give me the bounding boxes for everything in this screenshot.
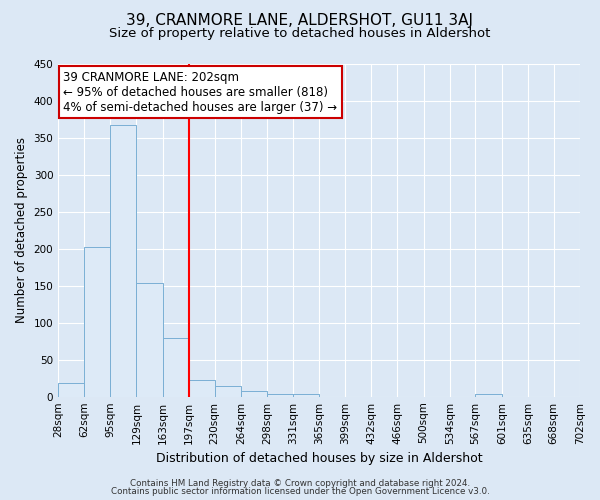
Bar — [136, 283, 163, 397]
Text: Contains HM Land Registry data © Crown copyright and database right 2024.: Contains HM Land Registry data © Crown c… — [130, 478, 470, 488]
Bar — [293, 394, 319, 396]
Bar — [189, 380, 215, 396]
Text: Contains public sector information licensed under the Open Government Licence v3: Contains public sector information licen… — [110, 487, 490, 496]
Bar — [475, 394, 502, 396]
Text: 39, CRANMORE LANE, ALDERSHOT, GU11 3AJ: 39, CRANMORE LANE, ALDERSHOT, GU11 3AJ — [127, 12, 473, 28]
Text: Size of property relative to detached houses in Aldershot: Size of property relative to detached ho… — [109, 28, 491, 40]
Bar — [58, 384, 85, 396]
Bar — [241, 391, 267, 396]
Bar — [163, 338, 189, 396]
X-axis label: Distribution of detached houses by size in Aldershot: Distribution of detached houses by size … — [156, 452, 482, 465]
Bar — [267, 394, 293, 396]
Text: 39 CRANMORE LANE: 202sqm
← 95% of detached houses are smaller (818)
4% of semi-d: 39 CRANMORE LANE: 202sqm ← 95% of detach… — [64, 70, 338, 114]
Bar — [110, 126, 136, 396]
Y-axis label: Number of detached properties: Number of detached properties — [15, 138, 28, 324]
Bar — [85, 246, 110, 396]
Bar — [215, 386, 241, 396]
